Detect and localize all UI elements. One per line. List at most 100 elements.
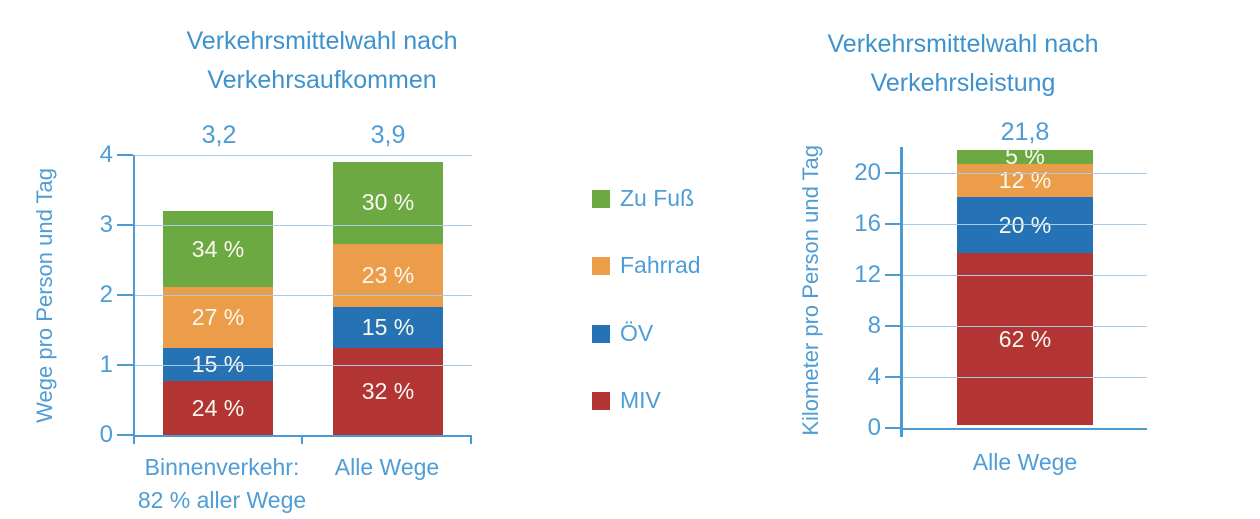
y-tick-20 xyxy=(885,172,901,174)
segment-percent-label: 20 % xyxy=(998,211,1052,238)
segment-percent-label: 32 % xyxy=(361,377,415,404)
bar-segment-oev: 20 % xyxy=(957,197,1093,253)
bar-segment-zu_fuss: 5 % xyxy=(957,145,1093,168)
legend-item-miv: MIV xyxy=(592,389,661,412)
y-tick-4 xyxy=(117,154,133,156)
gridline-2 xyxy=(135,295,472,296)
segment-percent-label: 15 % xyxy=(191,350,245,377)
x-label-line1: Alle Wege xyxy=(334,454,440,480)
legend-label-miv: MIV xyxy=(620,387,661,413)
y-tick-label-4: 4 xyxy=(867,363,881,390)
bar-total-alle-wege-km: 21,8 xyxy=(1000,118,1050,146)
bar-stack-alle-wege: 30 % 23 % 15 % 32 % xyxy=(333,162,443,435)
gridline-8 xyxy=(903,326,1147,327)
y-tick-label-3: 3 xyxy=(99,211,113,238)
y-tick-4 xyxy=(885,376,901,378)
chart-title-verkehrsleistung: Verkehrsmittelwahl nach Verkehrsleistung xyxy=(763,25,1163,103)
category-tick xyxy=(301,435,303,444)
y-tick-label-0: 0 xyxy=(867,414,881,441)
bar-segment-miv: 32 % xyxy=(333,347,443,435)
chart-title-verkehrsaufkommen: Verkehrsmittelwahl nach Verkehrsaufkomme… xyxy=(122,22,522,100)
gridline-3 xyxy=(135,225,472,226)
y-axis-title-text: Wege pro Person und Tag xyxy=(32,167,57,423)
x-label-line2: 82 % aller Wege xyxy=(137,487,307,513)
segment-percent-label: 5 % xyxy=(1005,143,1045,170)
segment-percent-label: 27 % xyxy=(191,303,245,330)
segment-percent-label: 24 % xyxy=(191,394,245,421)
y-tick-label-8: 8 xyxy=(867,312,881,339)
y-axis-line-right xyxy=(900,147,903,437)
y-axis-title-text: Kilometer pro Person und Tag xyxy=(798,144,823,436)
y-tick-3 xyxy=(117,224,133,226)
bar-segment-miv: 24 % xyxy=(163,381,273,435)
legend-label-oev: ÖV xyxy=(620,320,654,346)
y-axis-title-right: Kilometer pro Person und Tag xyxy=(796,140,826,440)
y-tick-label-12: 12 xyxy=(854,261,881,288)
y-tick-16 xyxy=(885,223,901,225)
segment-percent-label: 34 % xyxy=(191,235,245,262)
gridline-12 xyxy=(903,275,1147,276)
bar-segment-fahrrad: 23 % xyxy=(333,243,443,307)
x-label-alle-wege-km: Alle Wege xyxy=(925,446,1125,479)
y-tick-label-16: 16 xyxy=(854,210,881,237)
bar-alle-wege: 30 % 23 % 15 % 32 % xyxy=(333,162,443,435)
y-tick-12 xyxy=(885,274,901,276)
bar-total-binnenverkehr: 3,2 xyxy=(201,121,237,149)
bar-segment-oev: 15 % xyxy=(163,347,273,382)
gridline-16 xyxy=(903,224,1147,225)
y-axis-title-left: Wege pro Person und Tag xyxy=(30,150,60,440)
segment-percent-label: 12 % xyxy=(998,167,1052,194)
chart-title-line1: Verkehrsmittelwahl nach xyxy=(827,30,1099,58)
y-tick-label-2: 2 xyxy=(99,281,113,308)
y-tick-label-0: 0 xyxy=(99,421,113,448)
bar-segment-zu_fuss: 30 % xyxy=(333,162,443,244)
segment-percent-label: 62 % xyxy=(998,325,1052,352)
category-tick xyxy=(470,435,472,444)
plot-area-right: 5 % 12 % 20 % 62 % 0 4 8 12 16 20 xyxy=(854,145,1147,441)
y-tick-label-1: 1 xyxy=(99,351,113,378)
x-label-line1: Alle Wege xyxy=(972,449,1078,475)
legend-swatch-miv-icon xyxy=(592,391,610,410)
legend-item-oev: ÖV xyxy=(592,322,653,345)
legend-label-zu-fuss: Zu Fuß xyxy=(620,185,695,211)
y-axis-line-left xyxy=(133,155,135,444)
legend-swatch-fahrrad-icon xyxy=(592,256,610,275)
bar-segment-fahrrad: 27 % xyxy=(163,287,273,348)
legend-item-fahrrad: Fahrrad xyxy=(592,254,701,277)
bar-segment-oev: 15 % xyxy=(333,306,443,348)
y-tick-label-4: 4 xyxy=(99,141,113,168)
x-label-line1: Binnenverkehr: xyxy=(144,454,300,480)
bar-stack-binnenverkehr: 34 % 27 % 15 % 24 % xyxy=(163,211,273,435)
gridline-1 xyxy=(135,365,472,366)
gridline-4 xyxy=(135,155,472,156)
legend-swatch-zu-fuss-icon xyxy=(592,189,610,208)
gridline-20 xyxy=(903,173,1147,174)
segment-percent-label: 15 % xyxy=(361,313,415,340)
legend-swatch-oev-icon xyxy=(592,324,610,343)
chart-title-line1: Verkehrsmittelwahl nach xyxy=(186,27,458,55)
bar-total-alle-wege: 3,9 xyxy=(370,121,406,149)
chart-title-line2: Verkehrsleistung xyxy=(870,69,1056,97)
legend-label-fahrrad: Fahrrad xyxy=(620,252,701,278)
y-tick-8 xyxy=(885,325,901,327)
plot-area-left: 34 % 27 % 15 % 24 % 30 % 23 % 15 % 32 % 0 1 2 3 4 xyxy=(100,141,472,448)
segment-percent-label: 23 % xyxy=(361,261,415,288)
gridline-4 xyxy=(903,377,1147,378)
bar-segment-fahrrad: 12 % xyxy=(957,163,1093,198)
bar-alle-wege-km: 5 % 12 % 20 % 62 % xyxy=(957,145,1093,428)
bar-segment-zu_fuss: 34 % xyxy=(163,211,273,288)
y-tick-0 xyxy=(885,427,901,429)
x-label-alle-wege: Alle Wege xyxy=(277,451,497,484)
y-tick-1 xyxy=(117,364,133,366)
legend-item-zu-fuss: Zu Fuß xyxy=(592,187,694,210)
x-label-binnenverkehr: Binnenverkehr: 82 % aller Wege xyxy=(112,451,332,517)
chart-title-line2: Verkehrsaufkommen xyxy=(207,66,437,94)
y-tick-2 xyxy=(117,294,133,296)
bar-binnenverkehr: 34 % 27 % 15 % 24 % xyxy=(163,211,273,435)
bar-stack-alle-wege-km: 5 % 12 % 20 % 62 % xyxy=(957,145,1093,428)
y-tick-label-20: 20 xyxy=(854,159,881,186)
segment-percent-label: 30 % xyxy=(361,189,415,216)
y-tick-0 xyxy=(117,434,133,436)
bar-segment-miv: 62 % xyxy=(957,252,1093,426)
